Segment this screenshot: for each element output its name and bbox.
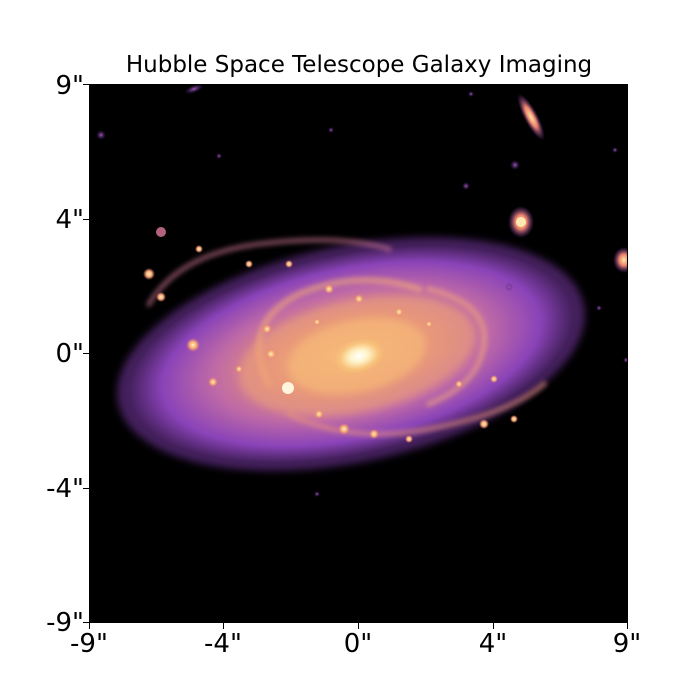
x-tick-mark [493,623,494,629]
y-tick-mark [83,622,89,623]
x-tick-label: 0" [343,629,373,659]
galaxy-image-svg [96,84,628,497]
x-tick-mark [89,623,90,629]
elongated-galaxy [517,93,545,141]
y-tick-label: 9" [55,71,84,101]
x-tick-label: -4" [204,629,242,659]
y-tick-label: -4" [46,474,84,504]
x-tick-mark [627,623,628,629]
y-tick-label: 0" [55,339,84,369]
galaxy-core [333,338,385,374]
y-tick-mark [83,353,89,354]
star-forming-knots [143,227,518,443]
galaxy-image [89,84,628,623]
background-sources [96,84,628,497]
x-tick-mark [223,623,224,629]
edge-source [613,247,628,273]
figure-title: Hubble Space Telescope Galaxy Imaging [125,52,593,78]
x-tick-label: -9" [70,629,108,659]
y-tick-mark [83,219,89,220]
x-tick-label: 4" [478,629,508,659]
y-tick-mark [83,488,89,489]
y-tick-label: 4" [55,205,84,235]
x-tick-mark [358,623,359,629]
spiral-arms [146,237,547,437]
y-tick-label: -9" [46,608,84,638]
x-tick-label: 9" [612,629,642,659]
y-tick-mark [83,84,89,85]
